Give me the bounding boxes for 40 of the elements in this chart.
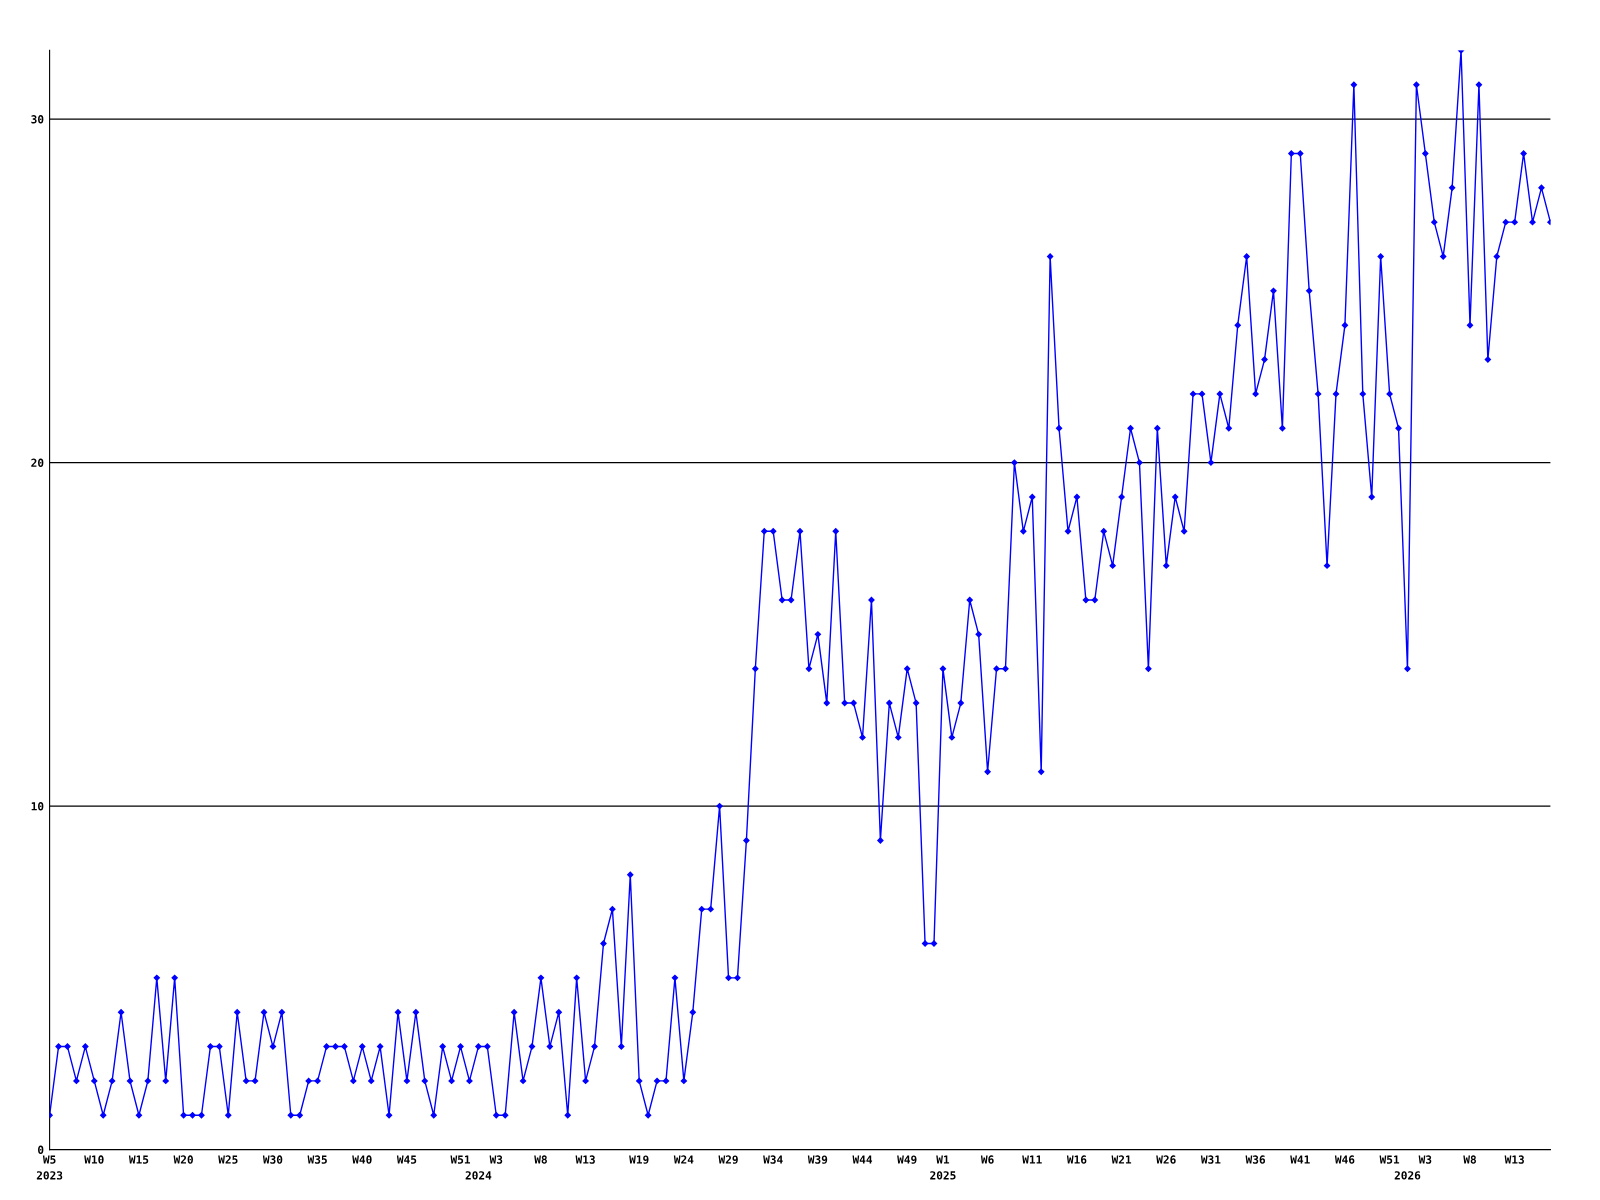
x-tick-label: W26 [1156,1155,1176,1164]
x-tick-label: W15 [128,1155,149,1164]
x-tick-label: W11 [1022,1155,1042,1164]
y-tick-label: 30 [31,115,44,124]
x-tick-label: W13 [575,1155,595,1164]
x-tick-label: W19 [629,1155,649,1164]
x-tick-label: W24 [673,1155,694,1164]
x-tick-label: W13 [1504,1155,1524,1164]
x-tick-label: W51 [450,1155,471,1164]
x-tick-label: W25 [218,1155,238,1164]
x-tick-label: 2026 [1394,1171,1421,1180]
x-tick-label: W6 [980,1155,994,1164]
x-tick-label: W21 [1111,1155,1132,1164]
y-tick-label: 10 [31,802,44,811]
x-tick-label: W20 [173,1155,193,1164]
x-tick-label: W49 [897,1155,917,1164]
x-tick-label: W36 [1245,1155,1266,1164]
x-tick-label: W35 [307,1155,327,1164]
x-tick-label: W30 [262,1155,283,1164]
x-tick-label: W39 [807,1155,828,1164]
x-tick-label: W1 2025 [930,1155,956,1180]
x-tick-label: W51 [1379,1155,1400,1164]
x-tick-label: W40 [352,1155,372,1164]
x-tick-label: W46 [1334,1155,1355,1164]
x-tick-label: 2024 [465,1171,492,1180]
x-tick-label: W3 [489,1155,503,1164]
x-tick-label: W41 [1290,1155,1310,1164]
x-tick-label: W8 [534,1155,547,1164]
x-tick-label: W10 [84,1155,104,1164]
y-tick-label: 0 [38,1145,44,1154]
x-tick-label: W44 [852,1155,873,1164]
x-tick-label: W5 2023 [36,1155,63,1180]
x-tick-label: W31 [1200,1155,1221,1164]
x-tick-label: W3 [1418,1155,1432,1164]
x-tick-label: W34 [763,1155,783,1164]
x-tick-label: W45 [396,1155,417,1164]
x-tick-label: W8 [1463,1155,1476,1164]
x-tick-label: W16 [1066,1155,1087,1164]
y-tick-label: 20 [31,458,44,467]
x-tick-label: W29 [718,1155,738,1164]
